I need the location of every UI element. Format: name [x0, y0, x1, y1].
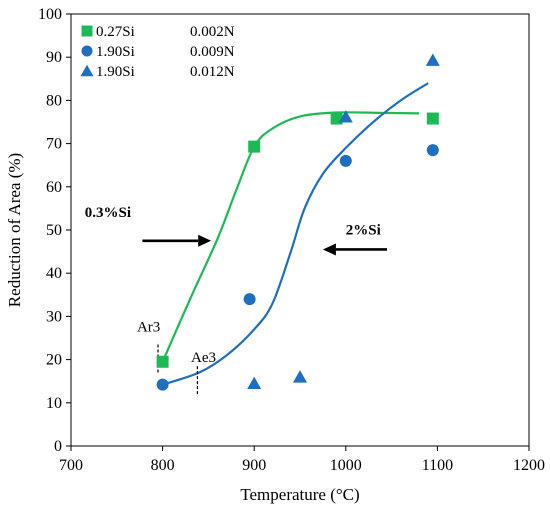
annotation-ae3: Ae3 — [191, 350, 216, 366]
trend-line — [161, 111, 420, 363]
y-tick-label: 10 — [46, 395, 62, 412]
annotation-si03: 0.3%Si — [85, 205, 131, 221]
legend-nitrogen: 0.002N — [190, 24, 235, 40]
legend-nitrogen: 0.012N — [190, 64, 235, 80]
x-axis-ticks: 700 800 900 1000 1100 1200 — [59, 446, 545, 474]
y-tick-label: 30 — [46, 308, 62, 325]
x-tick-label: 900 — [242, 457, 266, 474]
y-axis-title: Reduction of Area (%) — [5, 153, 24, 307]
legend: 0.27Si 0.002N 1.90Si 0.009N 1.90Si 0.012N — [80, 24, 235, 80]
y-tick-label: 90 — [46, 49, 62, 66]
data-point-triangle — [293, 370, 307, 383]
x-tick-label: 700 — [59, 457, 83, 474]
y-tick-label: 80 — [46, 92, 62, 109]
y-tick-label: 0 — [54, 438, 62, 455]
arrow-head — [322, 243, 336, 256]
annotation-si2: 2%Si — [346, 222, 381, 238]
trend-lines — [161, 82, 429, 386]
x-tick-label: 1100 — [422, 457, 453, 474]
legend-marker-square — [81, 25, 93, 37]
trend-line — [162, 82, 429, 386]
x-tick-label: 1200 — [513, 457, 545, 474]
data-point-circle — [426, 144, 439, 157]
annotation-ar3: Ar3 — [137, 320, 160, 336]
data-point-triangle — [338, 110, 353, 123]
x-axis-title: Temperature (°C) — [240, 485, 359, 504]
legend-label: 1.90Si — [96, 44, 135, 60]
legend-marker-circle — [81, 45, 93, 57]
data-point-triangle — [425, 53, 440, 66]
data-point-triangle — [247, 376, 262, 390]
data-point-square — [330, 112, 343, 125]
data-point-square — [426, 112, 439, 125]
y-tick-label: 40 — [46, 265, 62, 282]
data-points — [156, 53, 440, 391]
y-tick-label: 70 — [46, 136, 62, 153]
data-point-circle — [243, 293, 256, 306]
data-point-circle — [339, 154, 352, 167]
y-tick-label: 60 — [46, 179, 62, 196]
x-tick-label: 1000 — [330, 457, 362, 474]
data-point-square — [156, 355, 169, 368]
x-tick-label: 800 — [151, 457, 175, 474]
y-tick-label: 20 — [46, 352, 62, 369]
legend-marker-triangle — [80, 64, 94, 77]
data-point-circle — [156, 378, 169, 391]
data-point-square — [248, 140, 261, 153]
legend-label: 1.90Si — [96, 64, 135, 80]
arrows — [142, 234, 388, 256]
y-tick-label: 50 — [46, 222, 62, 239]
arrow-head — [198, 234, 212, 247]
annotations: 0.3%Si 2%Si Ar3 Ae3 — [85, 205, 381, 366]
legend-label: 0.27Si — [96, 24, 135, 40]
legend-nitrogen: 0.009N — [190, 44, 235, 60]
y-tick-label: 100 — [38, 6, 62, 23]
y-axis-ticks: 0 10 20 30 40 50 60 70 80 90 100 — [38, 6, 71, 455]
